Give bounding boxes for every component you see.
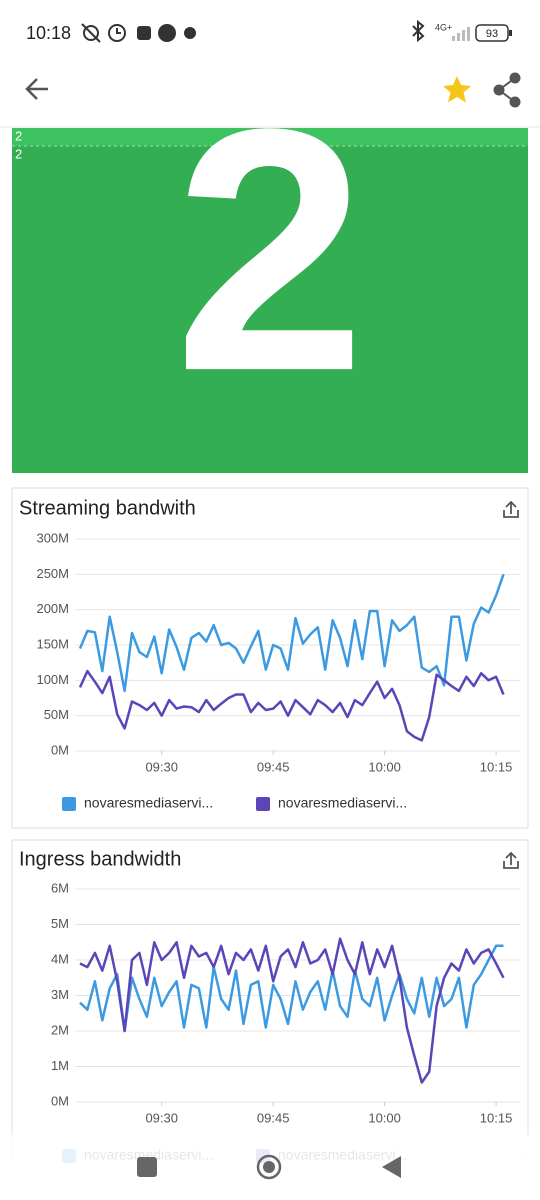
legend-swatch (62, 797, 76, 811)
chart-title: Ingress bandwidth (19, 848, 181, 870)
export-button[interactable] (503, 500, 519, 518)
y-tick-label: 5M (51, 916, 69, 931)
series-line (78, 573, 505, 693)
legend-label: novaresmediaservi... (84, 795, 213, 811)
signal-bars (452, 27, 470, 41)
battery (475, 24, 509, 42)
export-button[interactable] (503, 851, 519, 869)
y-tick-label: 100M (36, 672, 69, 687)
y-tick-label: 250M (36, 566, 69, 581)
y-tick-label: 4M (51, 951, 69, 966)
series-line (78, 669, 505, 742)
y-tick-label: 50M (44, 707, 69, 722)
y-tick-label: 0M (51, 1093, 69, 1108)
x-tick-label: 10:00 (368, 759, 401, 774)
nav-back[interactable] (382, 1156, 401, 1178)
back-button[interactable] (25, 78, 48, 100)
y-tick-label: 150M (36, 636, 69, 651)
stat-panel (12, 128, 528, 473)
nav-home-dot (263, 1161, 275, 1173)
x-tick-label: 10:00 (368, 1110, 401, 1125)
status-network: 4G+ (435, 22, 452, 32)
x-tick-label: 10:15 (480, 759, 513, 774)
y-tick-label: 300M (36, 530, 69, 545)
stat-strip (12, 128, 528, 146)
status-time: 10:18 (26, 23, 71, 43)
series-line (79, 937, 505, 1084)
battery-level: 93 (486, 28, 498, 40)
stat-value: 2 (174, 58, 366, 443)
share-button[interactable] (493, 72, 521, 108)
stat-label: 2 (15, 128, 22, 143)
y-tick-label: 1M (51, 1058, 69, 1073)
status-icons (81, 19, 425, 43)
battery-tip (509, 30, 512, 36)
y-tick-label: 0M (51, 742, 69, 757)
series-line (79, 944, 504, 1033)
x-tick-label: 09:45 (257, 1110, 290, 1125)
favorite-star[interactable] (443, 76, 471, 103)
x-tick-label: 09:30 (145, 1110, 178, 1125)
nav-recents[interactable] (137, 1157, 157, 1177)
nav-home[interactable] (256, 1154, 282, 1180)
y-tick-label: 6M (51, 880, 69, 895)
x-tick-label: 10:15 (480, 1110, 513, 1125)
x-tick-label: 09:45 (257, 759, 290, 774)
chart-title: Streaming bandwith (19, 497, 196, 519)
y-tick-label: 2M (51, 1022, 69, 1037)
y-tick-label: 200M (36, 601, 69, 616)
y-tick-label: 3M (51, 987, 69, 1002)
stat-label: 2 (15, 146, 22, 161)
x-tick-label: 09:30 (145, 759, 178, 774)
legend-label: novaresmediaservi... (278, 795, 407, 811)
legend-swatch (256, 797, 270, 811)
